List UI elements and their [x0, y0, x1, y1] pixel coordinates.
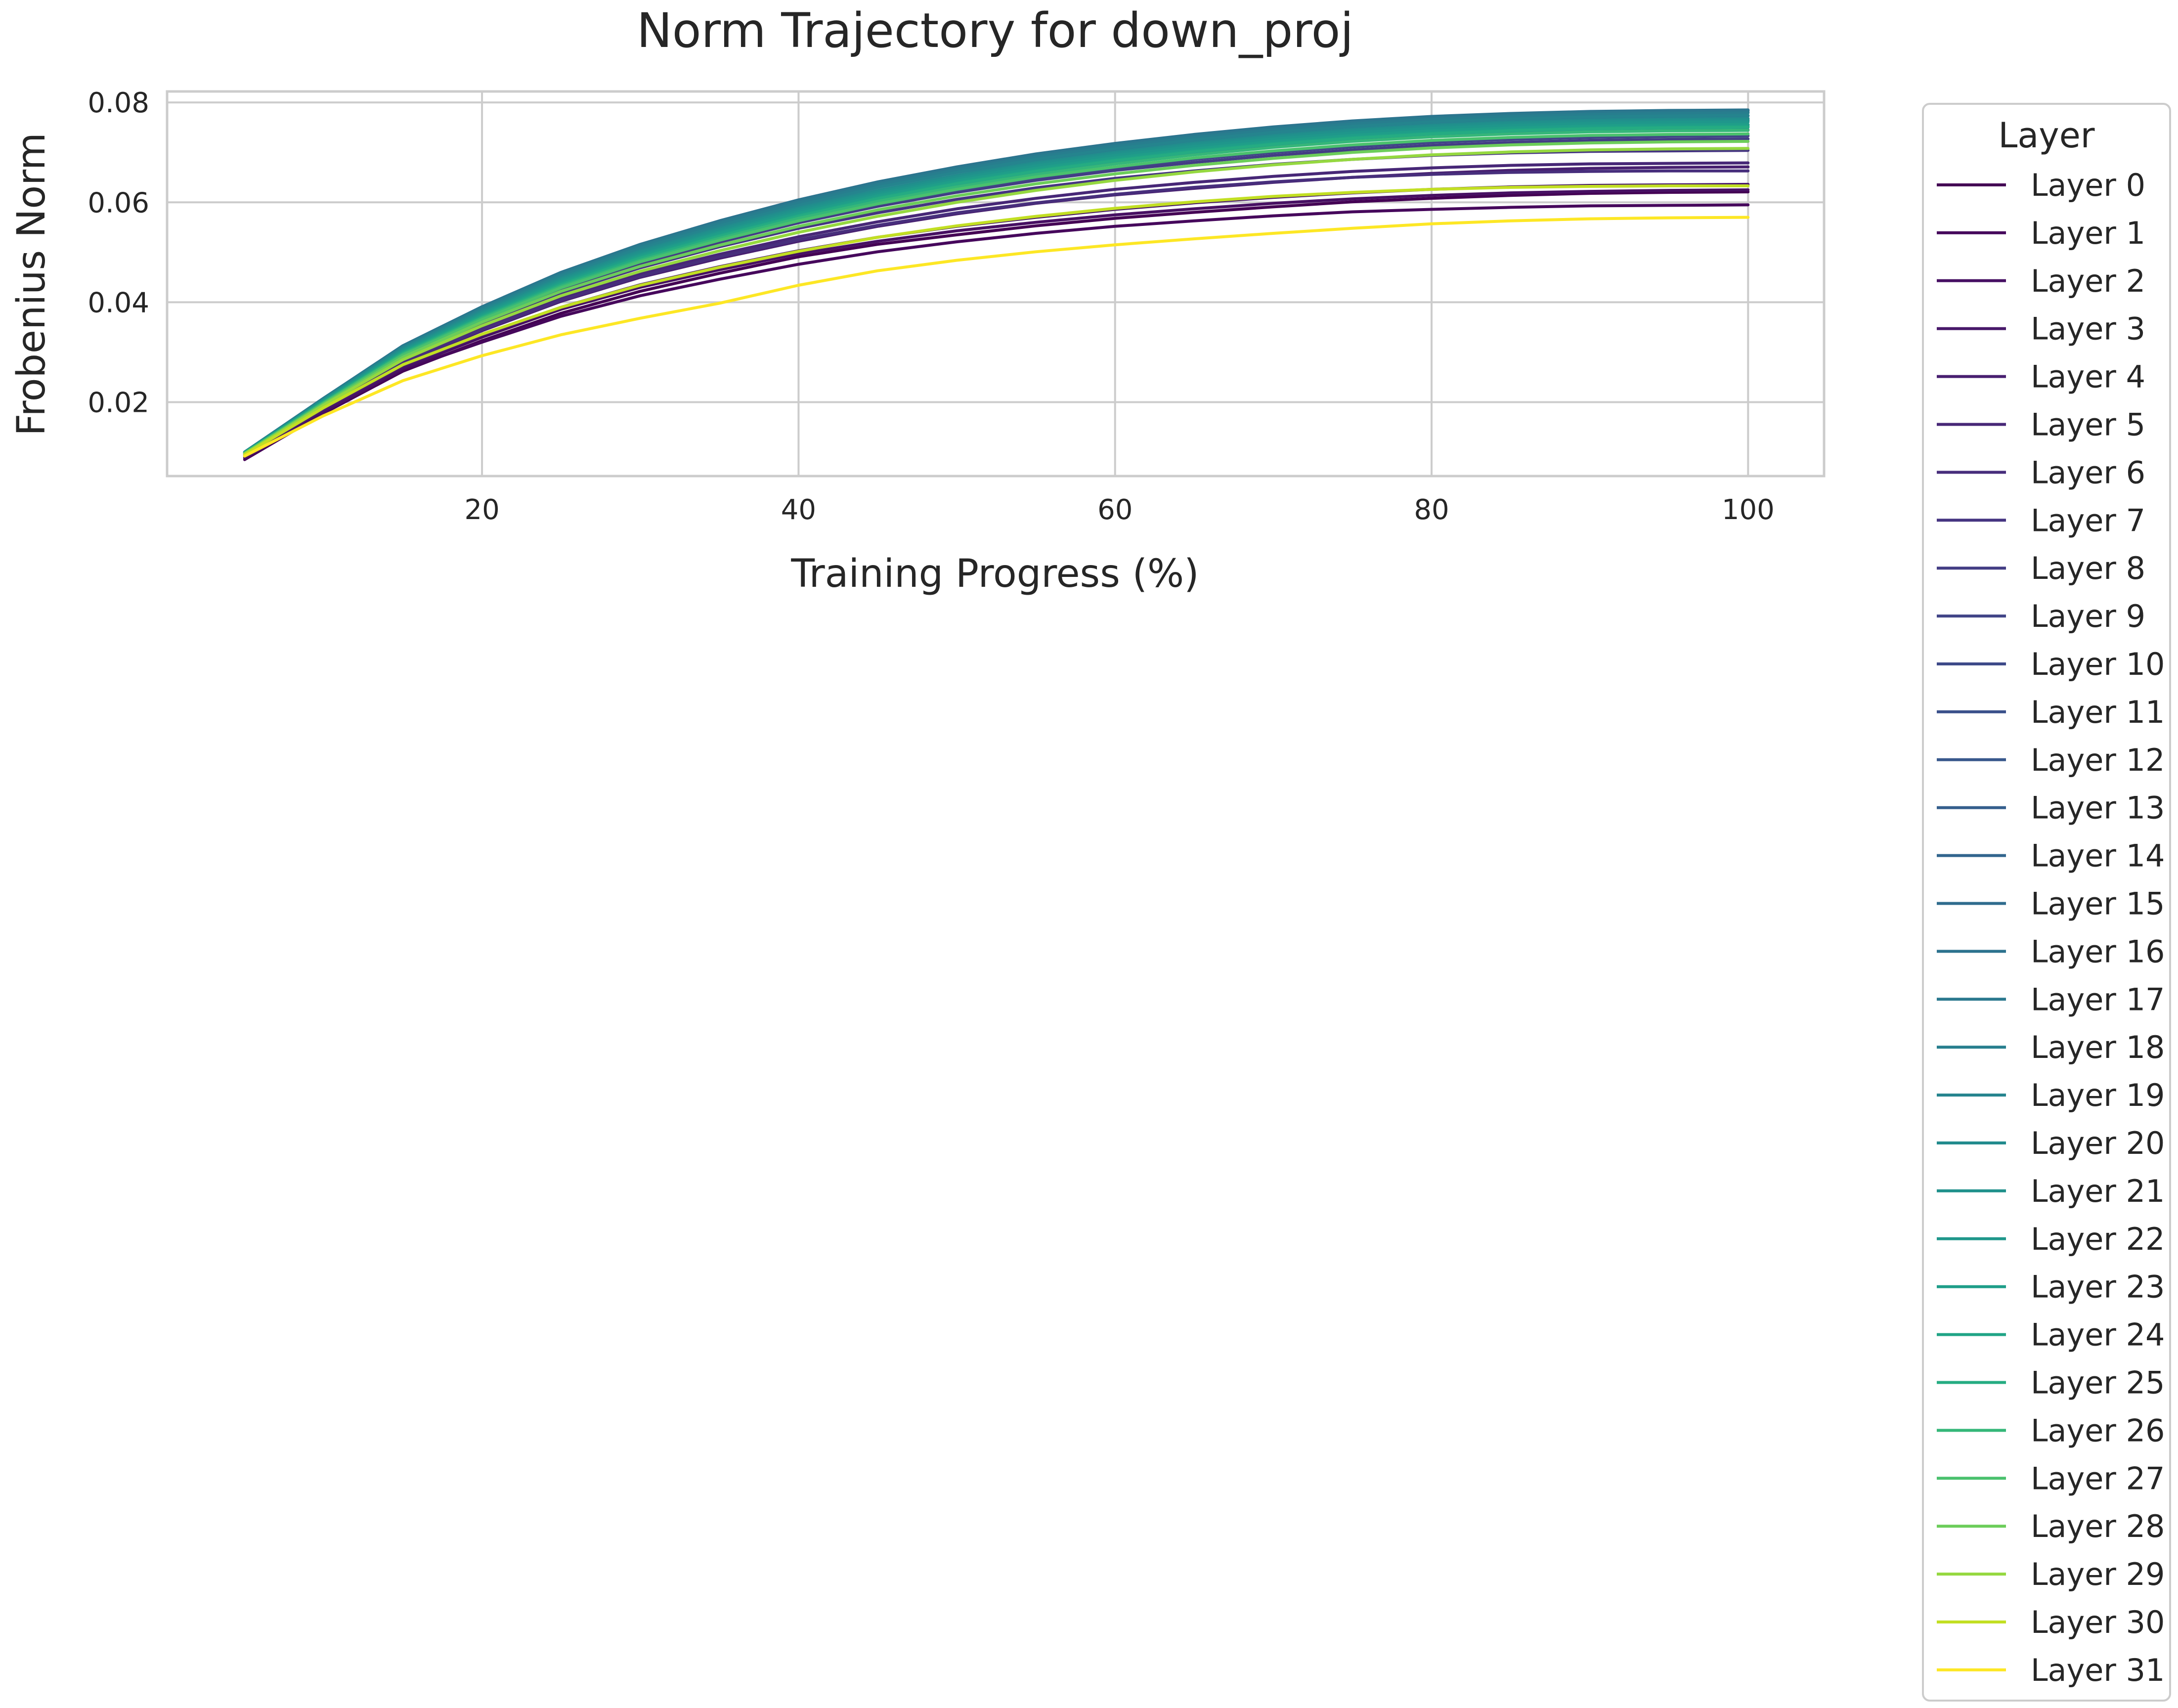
series-line [243, 140, 1750, 455]
y-tick-label: 0.02 [87, 387, 149, 419]
series-line [243, 188, 1750, 460]
series-line [243, 147, 1750, 456]
legend-entry: Layer 27 [2031, 1460, 2165, 1496]
plot-frame [166, 90, 1826, 478]
legend-entry: Layer 22 [2031, 1221, 2165, 1257]
legend-entry: Layer 31 [2031, 1652, 2165, 1688]
y-axis-label: Frobenius Norm [9, 132, 54, 436]
x-tick-label: 60 [1097, 494, 1133, 526]
legend-entry: Layer 25 [2031, 1365, 2165, 1401]
legend-entry: Layer 15 [2031, 886, 2165, 922]
series-line [243, 161, 1750, 457]
legend-entry: Layer 26 [2031, 1412, 2165, 1448]
x-tick-label: 100 [1722, 494, 1775, 526]
legend-entry: Layer 16 [2031, 933, 2165, 969]
legend: Layer Layer 0 Layer 1 Layer 2 Layer 3 Layer … [1922, 103, 2171, 1702]
series-line [243, 203, 1750, 459]
legend-entry: Layer 9 [2031, 598, 2145, 634]
legend-entry: Layer 24 [2031, 1317, 2165, 1353]
x-tick-label: 40 [781, 494, 816, 526]
series-line [243, 169, 1750, 457]
legend-entry: Layer 17 [2031, 981, 2165, 1017]
chart-title: Norm Trajectory for down_proj [637, 3, 1353, 58]
series-line [243, 190, 1750, 461]
legend-entry: Layer 7 [2031, 502, 2145, 538]
legend-entry: Layer 20 [2031, 1125, 2165, 1161]
legend-entry: Layer 28 [2031, 1508, 2165, 1544]
x-tick-label: 80 [1414, 494, 1449, 526]
legend-frame [1922, 103, 2171, 1702]
series-line [243, 132, 1750, 455]
y-tick-label: 0.08 [87, 87, 149, 119]
legend-entry: Layer 29 [2031, 1556, 2165, 1592]
legend-entry: Layer 30 [2031, 1604, 2165, 1640]
series-line [243, 216, 1750, 458]
legend-entry: Layer 8 [2031, 550, 2145, 586]
legend-entry: Layer 14 [2031, 838, 2165, 874]
legend-title: Layer [1998, 115, 2094, 156]
legend-entry: Layer 5 [2031, 407, 2145, 443]
series-line [243, 184, 1750, 456]
legend-entry: Layer 4 [2031, 359, 2145, 395]
y-tick-label: 0.06 [87, 187, 149, 219]
x-tick-label: 20 [464, 494, 499, 526]
legend-entry: Layer 11 [2031, 694, 2165, 730]
legend-entry: Layer 23 [2031, 1269, 2165, 1305]
legend-entry: Layer 13 [2031, 790, 2165, 826]
legend-entry: Layer 21 [2031, 1173, 2165, 1209]
legend-entry: Layer 6 [2031, 454, 2145, 490]
legend-entry: Layer 19 [2031, 1077, 2165, 1113]
legend-entry: Layer 10 [2031, 646, 2165, 682]
legend-entry: Layer 0 [2031, 167, 2145, 203]
legend-entry: Layer 3 [2031, 311, 2145, 347]
y-tick-label: 0.04 [87, 287, 149, 319]
legend-entry: Layer 2 [2031, 263, 2145, 299]
plot-area: 20 40 60 80 100 0.02 0.04 0.06 0.08 [87, 87, 1826, 526]
legend-entry: Layer 18 [2031, 1029, 2165, 1065]
legend-entry: Layer 12 [2031, 742, 2165, 778]
series-line [243, 114, 1750, 454]
legend-entry: Layer 1 [2031, 215, 2145, 251]
x-axis-label: Training Progress (%) [790, 552, 1199, 596]
